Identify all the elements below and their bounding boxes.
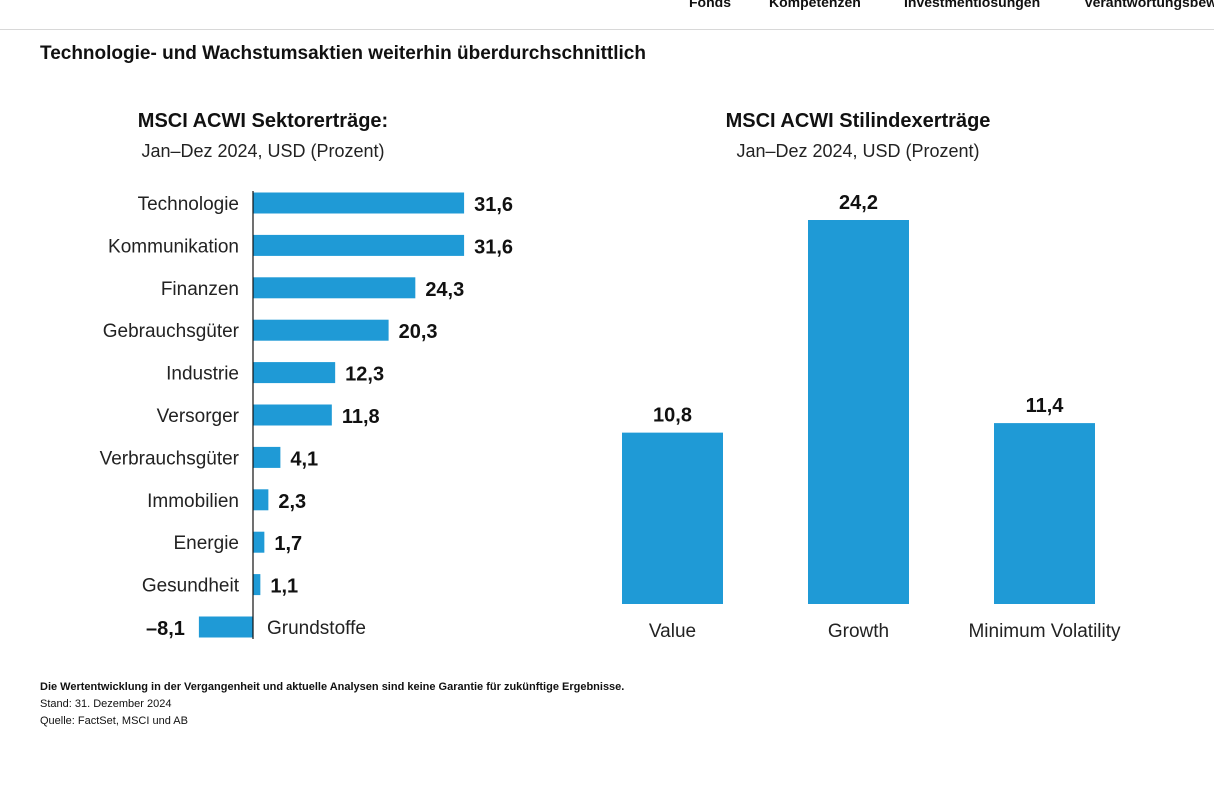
style-chart-title: MSCI ACWI Stilindexerträge — [725, 110, 991, 132]
sector-bar — [253, 319, 389, 341]
sector-value-label: 4,1 — [290, 448, 318, 470]
footer-disclaimer: Die Wertentwicklung in der Vergangenheit… — [40, 681, 625, 693]
style-category-label: Value — [649, 621, 696, 642]
sector-category-label: Immobilien — [147, 491, 239, 512]
sector-value-label: 12,3 — [345, 364, 384, 386]
style-bar — [994, 423, 1095, 604]
style-value-label: 10,8 — [653, 405, 692, 427]
sector-category-label: Finanzen — [161, 279, 239, 300]
sector-category-label: Kommunikation — [108, 236, 239, 257]
sector-value-label: 31,6 — [474, 236, 513, 258]
sector-value-label: 24,3 — [425, 279, 464, 301]
sector-value-label: 1,1 — [270, 576, 298, 598]
nav-item-verantwortung[interactable]: Verantwortungsbew — [1084, 0, 1214, 10]
sector-category-label: Industrie — [166, 364, 239, 385]
sector-value-label: 11,8 — [342, 406, 380, 428]
sector-value-label: 20,3 — [399, 321, 438, 343]
footer-date: Stand: 31. Dezember 2024 — [40, 698, 172, 710]
footer-source: Quelle: FactSet, MSCI und AB — [40, 715, 188, 727]
sector-value-label: 1,7 — [274, 533, 302, 555]
sector-bar — [253, 362, 336, 384]
sector-bar — [198, 616, 253, 638]
sector-bar — [253, 489, 269, 511]
sector-bar — [253, 277, 416, 299]
style-bar — [622, 432, 723, 604]
style-bar — [808, 220, 909, 604]
sector-bar — [253, 404, 332, 426]
sector-category-label: Verbrauchsgüter — [100, 448, 240, 469]
style-category-label: Minimum Volatility — [968, 621, 1121, 642]
sector-chart-subtitle: Jan–Dez 2024, USD (Prozent) — [141, 141, 385, 161]
sector-category-label: Technologie — [138, 194, 239, 215]
sector-bar — [253, 574, 261, 596]
sector-category-label: Energie — [174, 533, 240, 554]
top-navigation: Fonds Kompetenzen Investmentlösungen Ver… — [0, 0, 1214, 30]
nav-item-kompetenzen[interactable]: Kompetenzen — [769, 0, 861, 10]
sector-value-label: –8,1 — [146, 618, 185, 640]
sector-chart-title: MSCI ACWI Sektorerträge: — [137, 110, 389, 132]
sector-bar — [253, 446, 281, 468]
style-value-label: 24,2 — [839, 192, 878, 214]
sector-value-label: 31,6 — [474, 194, 513, 216]
sector-value-label: 2,3 — [278, 491, 306, 513]
style-chart-subtitle: Jan–Dez 2024, USD (Prozent) — [736, 141, 980, 161]
sector-category-label: Versorger — [157, 406, 240, 427]
sector-category-label: Gebrauchsgüter — [103, 321, 240, 342]
style-category-label: Growth — [828, 621, 889, 642]
sector-category-label: Grundstoffe — [267, 618, 366, 639]
style-value-label: 11,4 — [1026, 395, 1065, 417]
sector-category-label: Gesundheit — [142, 576, 240, 597]
sector-bar — [253, 234, 465, 256]
nav-item-fonds[interactable]: Fonds — [689, 0, 731, 10]
sector-bar — [253, 192, 465, 214]
sector-bar — [253, 531, 265, 553]
nav-item-investmentloesungen[interactable]: Investmentlösungen — [904, 0, 1041, 10]
page-title: Technologie- und Wachstumsaktien weiterh… — [40, 43, 646, 64]
